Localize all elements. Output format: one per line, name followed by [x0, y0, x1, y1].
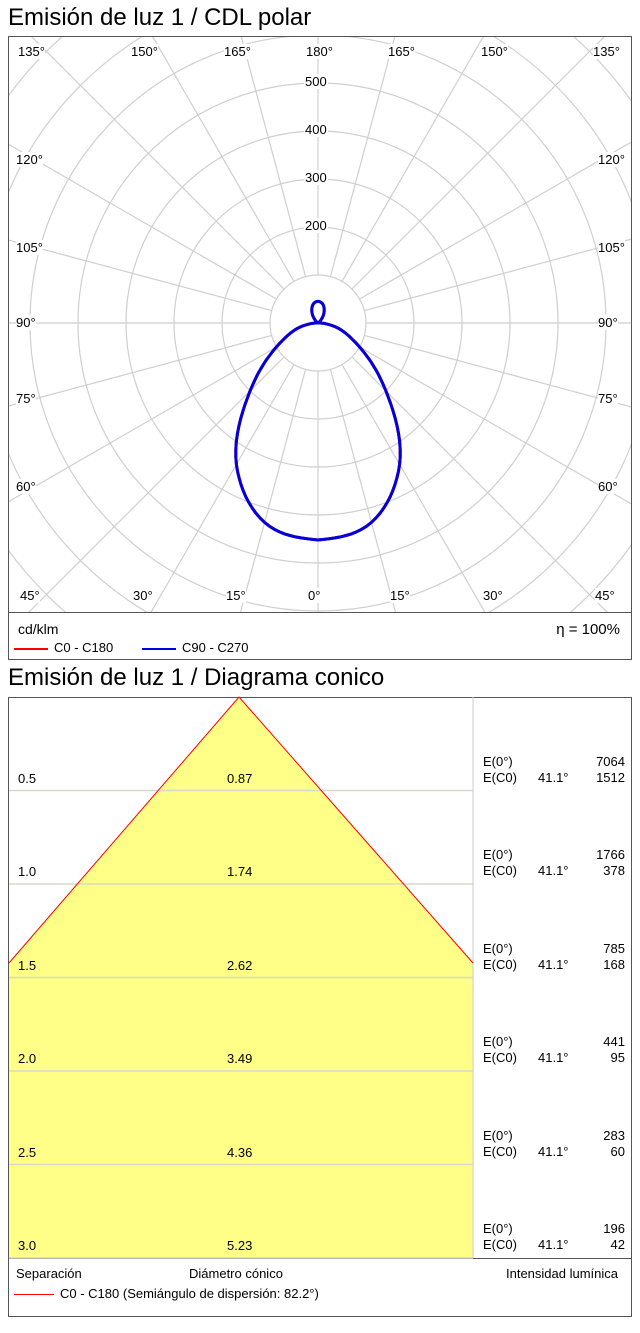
angle-label: 105°	[16, 240, 43, 255]
angle-label: 150°	[131, 44, 158, 59]
e0-label: E(0°)	[483, 1221, 513, 1236]
angle-label: 150°	[481, 44, 508, 59]
distance-label: 3.0	[18, 1238, 37, 1253]
angle-value: 41.1°	[538, 1237, 569, 1252]
polar-title: Emisión de luz 1 / CDL polar	[8, 4, 312, 31]
ec0-value: 168	[603, 956, 625, 972]
e0-value: 441	[603, 1034, 625, 1049]
angle-label: 105°	[598, 240, 625, 255]
e0-label: E(0°)	[483, 1034, 513, 1049]
e0-value: 7064	[596, 753, 625, 769]
cone-legend-label: C0 - C180 (Semiángulo de dispersión: 82.…	[60, 1286, 319, 1301]
distance-label: 1.5	[18, 957, 37, 973]
legend-swatch-red	[14, 647, 48, 650]
e0-label: E(0°)	[483, 1127, 513, 1143]
angle-label: 135°	[593, 44, 620, 59]
cone-title: Emisión de luz 1 / Diagrama conico	[8, 664, 385, 691]
angle-label: 15°	[226, 588, 246, 603]
angle-label: 165°	[224, 44, 251, 59]
angle-label: 60°	[16, 479, 36, 494]
radial-tick-label: 500	[304, 74, 328, 89]
legend-label: C90 - C270	[182, 640, 249, 655]
angle-label: 120°	[598, 152, 625, 167]
distance-label: 2.5	[18, 1144, 37, 1160]
angle-label: 45°	[20, 588, 40, 603]
angle-label: 45°	[595, 588, 615, 603]
e0-value: 196	[603, 1221, 625, 1236]
ec0-value: 95	[610, 1050, 625, 1065]
distance-label: 0.5	[18, 770, 37, 786]
diameter-label: 4.36	[227, 1144, 253, 1160]
angle-value: 41.1°	[538, 1143, 569, 1159]
angle-value: 41.1°	[538, 769, 569, 785]
cone-legend: C0 - C180 (Semiángulo de dispersión: 82.…	[14, 1286, 319, 1301]
radial-tick-label: 300	[304, 170, 328, 185]
cone-footer-divider	[8, 1258, 632, 1259]
diameter-label: 0.87	[227, 770, 253, 786]
distance-label: 1.0	[18, 864, 37, 879]
angle-label: 90°	[16, 315, 36, 330]
col-intensity: Intensidad lumínica	[505, 1266, 618, 1281]
ec0-value: 1512	[596, 769, 625, 785]
polar-frame	[8, 36, 632, 660]
ec0-label: E(C0)	[483, 769, 517, 785]
diameter-label: 1.74	[227, 864, 253, 879]
ec0-value: 378	[603, 863, 625, 878]
angle-label: 75°	[598, 391, 618, 406]
diameter-label: 3.49	[227, 1051, 253, 1066]
angle-label: 135°	[18, 44, 45, 59]
ec0-label: E(C0)	[483, 1050, 517, 1065]
angle-label: 90°	[598, 315, 618, 330]
e0-label: E(0°)	[483, 940, 513, 956]
angle-label: 0°	[308, 588, 321, 603]
ec0-label: E(C0)	[483, 1143, 517, 1159]
angle-label: 30°	[133, 588, 153, 603]
radial-tick-label: 400	[304, 122, 328, 137]
e0-label: E(0°)	[483, 847, 513, 862]
ec0-value: 60	[610, 1143, 625, 1159]
e0-label: E(0°)	[483, 753, 513, 769]
angle-value: 41.1°	[538, 863, 569, 878]
legend-c90-c270: C90 - C270	[142, 640, 248, 655]
angle-label: 15°	[390, 588, 410, 603]
ec0-label: E(C0)	[483, 863, 517, 878]
angle-value: 41.1°	[538, 1050, 569, 1065]
diameter-label: 2.62	[227, 957, 253, 973]
ec0-label: E(C0)	[483, 1237, 517, 1252]
cone-legend-swatch	[14, 1294, 54, 1296]
angle-label: 180°	[306, 44, 333, 59]
polar-legend-divider	[8, 612, 632, 613]
angle-label: 75°	[16, 391, 36, 406]
diameter-label: 5.23	[227, 1238, 253, 1253]
legend-c0-c180: C0 - C180	[14, 640, 113, 655]
col-separation: Separación	[16, 1266, 82, 1281]
cone-frame	[8, 697, 632, 1317]
col-diameter: Diámetro cónico	[189, 1266, 283, 1281]
legend-swatch-blue	[142, 647, 176, 650]
ec0-label: E(C0)	[483, 956, 517, 972]
angle-value: 41.1°	[538, 956, 569, 972]
e0-value: 1766	[596, 847, 625, 862]
ec0-value: 42	[610, 1237, 625, 1252]
efficiency-label: η = 100%	[556, 621, 620, 638]
e0-value: 785	[603, 940, 625, 956]
legend-label: C0 - C180	[54, 640, 114, 655]
radial-tick-label: 200	[304, 218, 328, 233]
angle-label: 60°	[598, 479, 618, 494]
e0-value: 283	[603, 1127, 625, 1143]
angle-label: 30°	[483, 588, 503, 603]
distance-label: 2.0	[18, 1051, 37, 1066]
angle-label: 120°	[16, 152, 43, 167]
unit-label: cd/klm	[18, 621, 59, 637]
angle-label: 165°	[388, 44, 415, 59]
